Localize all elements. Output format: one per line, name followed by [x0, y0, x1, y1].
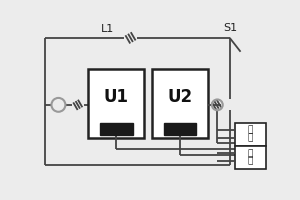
Bar [88, 69, 145, 138]
Text: 录: 录 [248, 133, 253, 142]
Text: U1: U1 [104, 88, 129, 106]
Bar [235, 146, 266, 169]
Text: L1: L1 [100, 24, 114, 34]
Text: 记: 记 [248, 126, 253, 135]
Bar [100, 123, 133, 135]
Text: U2: U2 [167, 88, 193, 106]
Bar [164, 123, 196, 135]
Text: S1: S1 [224, 23, 238, 33]
Bar [235, 123, 266, 146]
Text: 分: 分 [248, 149, 253, 158]
Bar [152, 69, 208, 138]
Text: 析: 析 [248, 157, 253, 166]
